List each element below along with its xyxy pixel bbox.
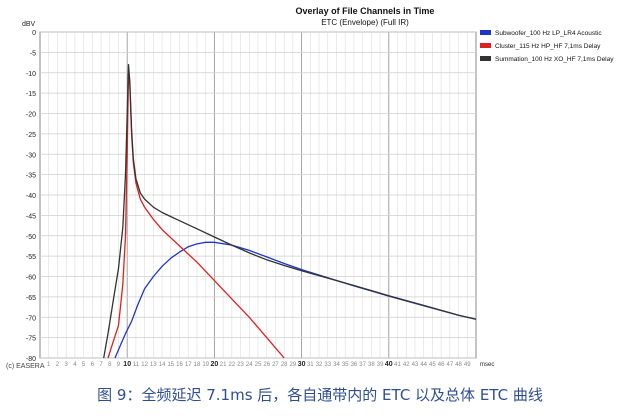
y-tick-label: -75 xyxy=(26,336,36,343)
x-axis-label: msec xyxy=(480,362,494,368)
figure-caption: 图 9：全频延迟 7.1ms 后，各自通带内的 ETC 以及总体 ETC 曲线 xyxy=(97,386,543,404)
x-tick-label: 45 xyxy=(429,362,436,368)
x-tick-label: 42 xyxy=(403,362,410,368)
x-tick-label: 38 xyxy=(368,362,375,368)
y-tick-label: 0 xyxy=(32,30,36,37)
y-tick-label: -40 xyxy=(26,193,36,200)
x-tick-label: 34 xyxy=(333,362,340,368)
x-tick-label: 9 xyxy=(117,362,121,368)
series-line-2 xyxy=(107,72,285,359)
x-tick-label: 46 xyxy=(438,362,445,368)
x-tick-label: 8 xyxy=(108,362,112,368)
y-tick-label: -15 xyxy=(26,91,36,98)
x-tick-label: 39 xyxy=(377,362,384,368)
x-tick-label: 16 xyxy=(176,362,183,368)
x-tick-label: 24 xyxy=(246,362,253,368)
axes: 0 -5 -10 -15 -20 -25 -30 -35 -40 -45 -50 -55 -60 -65 -… xyxy=(22,21,494,368)
x-tick-label: 47 xyxy=(446,362,453,368)
y-tick-label: -20 xyxy=(26,112,36,119)
legend-label-2: Cluster_115 Hz HP_HF 7,1ms Delay xyxy=(495,43,601,50)
software-credit: (c) EASERA xyxy=(6,363,45,370)
y-tick-label: -25 xyxy=(26,132,36,139)
x-tick-label: 31 xyxy=(307,362,314,368)
y-axis-label: dBV xyxy=(22,21,36,28)
x-tick-label: 33 xyxy=(324,362,331,368)
x-tick-label: 36 xyxy=(351,362,358,368)
series-line-3 xyxy=(103,63,477,359)
x-tick-label: 18 xyxy=(194,362,201,368)
chart-title: Overlay of File Channels in Time xyxy=(296,6,435,16)
x-tick-label: 17 xyxy=(185,362,192,368)
x-tick-label: 11 xyxy=(133,362,140,368)
y-tick-label: -50 xyxy=(26,234,36,241)
x-tick-label: 37 xyxy=(359,362,366,368)
legend-label-3: Summation_100 Hz XO_HF 7,1ms Delay xyxy=(495,56,614,63)
y-tick-label: -65 xyxy=(26,295,36,302)
x-tick-label: 35 xyxy=(342,362,349,368)
x-tick-label: 49 xyxy=(464,362,471,368)
legend-label-1: Subwoofer_100 Hz LP_LR4 Acoustic xyxy=(495,30,602,37)
x-tick-label: 25 xyxy=(255,362,262,368)
y-tick-label: -35 xyxy=(26,173,36,180)
x-tick-label: 44 xyxy=(420,362,427,368)
x-tick-label: 21 xyxy=(220,362,227,368)
series-lines xyxy=(103,63,477,359)
x-tick-label: 3 xyxy=(64,362,68,368)
x-tick-label: 12 xyxy=(141,362,148,368)
x-tick-label: 2 xyxy=(56,362,60,368)
x-tick-label: 26 xyxy=(263,362,270,368)
chart-subtitle: ETC (Envelope) (Full IR) xyxy=(321,18,409,27)
x-tick-label: 1 xyxy=(47,362,51,368)
x-tick-label: 22 xyxy=(228,362,235,368)
x-tick-label: 48 xyxy=(455,362,462,368)
x-tick-label: 7 xyxy=(99,362,103,368)
etc-chart: 0 -5 -10 -15 -20 -25 -30 -35 -40 -45 -50 -55 -60 -65 -… xyxy=(22,6,614,368)
x-tick-label: 43 xyxy=(412,362,419,368)
x-tick-label: 5 xyxy=(82,362,86,368)
y-tick-label: -70 xyxy=(26,315,36,322)
x-tick-label: 32 xyxy=(316,362,323,368)
x-tick-label: 27 xyxy=(272,362,279,368)
legend-swatch-1 xyxy=(480,30,491,35)
x-tick-label: 41 xyxy=(394,362,401,368)
x-tick-label: 14 xyxy=(159,362,166,368)
x-tick-label: 28 xyxy=(281,362,288,368)
y-tick-label: -10 xyxy=(26,71,36,78)
y-tick-label: -5 xyxy=(30,50,36,57)
x-tick-label: 6 xyxy=(91,362,95,368)
x-tick-label: 10 xyxy=(123,361,131,368)
x-tick-label: 13 xyxy=(150,362,157,368)
legend-swatch-3 xyxy=(480,56,491,61)
x-tick-label: 40 xyxy=(385,361,393,368)
grid xyxy=(39,31,477,359)
x-tick-label: 23 xyxy=(237,362,244,368)
x-tick-label: 19 xyxy=(202,362,209,368)
x-tick-label: 20 xyxy=(211,361,219,368)
x-tick-label: 30 xyxy=(298,361,306,368)
x-tick-label: 4 xyxy=(73,362,77,368)
y-tick-label: -30 xyxy=(26,152,36,159)
y-tick-label: -60 xyxy=(26,275,36,282)
x-tick-label: 15 xyxy=(167,362,174,368)
y-tick-label: -55 xyxy=(26,254,36,261)
y-tick-label: -80 xyxy=(26,356,36,363)
x-tick-label: 29 xyxy=(290,362,297,368)
legend-swatch-2 xyxy=(480,43,491,48)
y-tick-label: -45 xyxy=(26,213,36,220)
legend: Subwoofer_100 Hz LP_LR4 Acoustic Cluster_… xyxy=(480,30,614,63)
